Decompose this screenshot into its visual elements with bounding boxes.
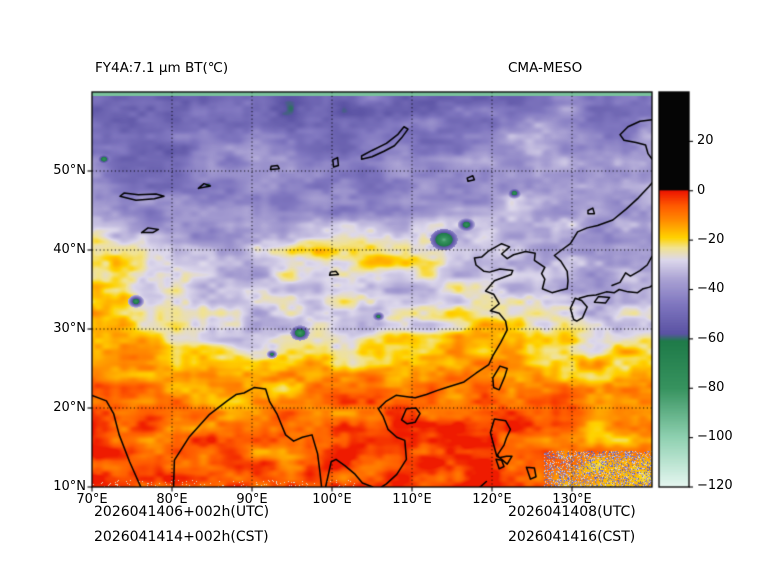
- y-tick-label-20n: 20°N: [53, 400, 86, 415]
- x-tick-label-80e: 80°E: [156, 492, 188, 507]
- x-tick-label-70e: 70°E: [76, 492, 108, 507]
- colorbar-tick-label-m100: −100: [697, 429, 733, 444]
- footer-valid-utc: 2026041408(UTC): [508, 504, 636, 520]
- footer-valid-cst: 2026041416(CST): [508, 529, 636, 545]
- x-tick-label-90e: 90°E: [236, 492, 268, 507]
- colorbar-tick-label-m20: −20: [697, 232, 725, 247]
- x-tick-label-130e: 130°E: [552, 492, 592, 507]
- colorbar-tick-label-m60: −60: [697, 331, 725, 346]
- y-tick-label-30n: 30°N: [53, 321, 86, 336]
- y-tick-label-50n: 50°N: [53, 163, 86, 178]
- y-tick-label-10n: 10°N: [53, 479, 86, 494]
- x-tick-label-100e: 100°E: [312, 492, 352, 507]
- colorbar-tick-label-m80: −80: [697, 380, 725, 395]
- x-tick-label-110e: 110°E: [392, 492, 432, 507]
- footer-start-cst: 2026041414+002h(CST): [94, 529, 269, 545]
- colorbar-tick-label-m120: −120: [697, 478, 733, 493]
- footer-start-utc: 2026041406+002h(UTC): [94, 504, 270, 520]
- plot-title: FY4A:7.1 μm BT(℃): [95, 60, 229, 76]
- colorbar-tick-label-m40: −40: [697, 281, 725, 296]
- y-tick-label-40n: 40°N: [53, 242, 86, 257]
- x-tick-label-120e: 120°E: [472, 492, 512, 507]
- colorbar-tick-label-0: 0: [697, 183, 706, 198]
- model-title: CMA-MESO: [508, 60, 583, 76]
- colorbar-tick-label-20: 20: [697, 133, 714, 148]
